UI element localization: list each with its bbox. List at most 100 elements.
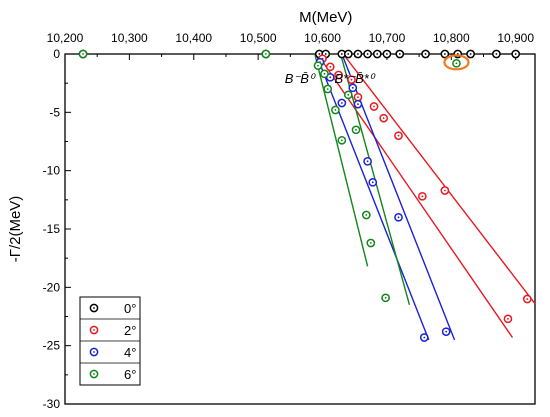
legend-marker-center [93, 307, 95, 309]
data-point-center [384, 296, 387, 299]
data-point [78, 49, 88, 59]
data-point [417, 191, 427, 201]
data-point-center [340, 102, 343, 104]
data-point-center [329, 76, 332, 79]
data-point [503, 314, 513, 324]
data-point [353, 49, 363, 59]
data-point-center [357, 53, 359, 55]
data-point-center [423, 336, 426, 339]
data-point [440, 186, 450, 195]
x-tick-label: 10,600 [304, 31, 341, 45]
data-point [466, 49, 475, 59]
y-axis: 0 -5 -10 -15 -20 -25 -30 -Γ/2(MeV) [7, 47, 71, 411]
legend-label: 0° [124, 301, 136, 316]
data-point-center [386, 53, 388, 55]
data-point-center [507, 317, 509, 320]
x-axis-title: M(MeV) [299, 9, 352, 26]
data-point-center [340, 139, 343, 142]
data-point [261, 49, 271, 59]
fit-line [342, 53, 536, 305]
data-point-center [355, 128, 357, 131]
x-tick-label: 10,300 [111, 31, 148, 45]
data-point [395, 49, 405, 59]
data-point-center [347, 53, 350, 55]
data-point [325, 62, 335, 72]
data-point-center [398, 53, 401, 55]
data-point [363, 156, 372, 166]
data-point [331, 105, 340, 115]
data-point-center [326, 88, 329, 90]
y-tick-label: -10 [43, 164, 61, 178]
data-point-center [357, 103, 359, 106]
data-point [366, 238, 376, 248]
data-point-center [324, 53, 327, 55]
data-point [348, 83, 358, 93]
data-point [351, 125, 361, 135]
data-point [381, 293, 390, 303]
data-point [379, 113, 389, 123]
data-point-center [373, 105, 375, 108]
data-point [492, 49, 501, 59]
data-point-center [455, 62, 458, 65]
legend-marker-center [93, 373, 95, 375]
data-point [511, 49, 521, 59]
x-tick-label: 10,700 [369, 31, 406, 45]
data-point [421, 49, 430, 59]
threshold-label: B*⁻B̄*⁰ [334, 71, 375, 86]
data-point-center [526, 298, 529, 300]
x-tick-label: 10,400 [175, 31, 212, 45]
y-tick-label: -15 [43, 222, 61, 236]
data-point [323, 84, 333, 94]
data-point-center [317, 64, 319, 67]
data-point-center [366, 160, 369, 163]
data-point [361, 210, 371, 220]
y-tick-label: 0 [53, 47, 60, 61]
data-point-center [369, 242, 372, 244]
data-point [394, 131, 403, 141]
y-tick-label: -30 [43, 397, 61, 411]
data-point-center [366, 53, 369, 55]
data-points [78, 49, 532, 342]
x-tick-label: 10,800 [433, 31, 470, 45]
data-point-center [318, 53, 321, 55]
x-tick-label: 10,500 [240, 31, 277, 45]
data-point [382, 49, 392, 59]
data-point-center [334, 109, 337, 111]
data-point [313, 61, 323, 71]
fit-line [316, 53, 514, 338]
y-tick-label: -5 [49, 105, 60, 119]
data-point-center [397, 134, 400, 137]
data-point-center [337, 74, 340, 76]
data-point-center [264, 53, 267, 55]
data-point-center [421, 195, 424, 198]
data-point-center [445, 330, 448, 333]
data-point [337, 135, 347, 145]
legend: 0° 2° 4° 6° [79, 296, 141, 386]
data-point [343, 49, 353, 59]
x-tick-label: 10,200 [47, 31, 84, 45]
data-point [368, 177, 378, 187]
data-point-center [443, 189, 446, 192]
x-tick-label: 10,900 [497, 31, 534, 45]
data-point-center [82, 53, 84, 55]
data-point-center [365, 214, 368, 216]
data-point [320, 69, 329, 79]
data-point [337, 98, 347, 108]
data-point-center [340, 53, 343, 55]
data-point-center [514, 53, 517, 55]
data-point-center [329, 65, 332, 68]
data-point-center [469, 53, 472, 55]
fit-line [315, 53, 430, 341]
data-point-center [376, 53, 379, 55]
data-point [372, 49, 382, 59]
legend-marker-center [93, 329, 95, 331]
threshold-label: B⁻B̄⁰ [285, 71, 316, 86]
data-point [353, 92, 363, 102]
data-point [334, 70, 343, 80]
data-point [363, 49, 372, 59]
legend-label: 6° [124, 367, 136, 382]
data-point [347, 75, 356, 85]
data-point-center [351, 86, 354, 89]
data-point-center [347, 93, 350, 96]
data-point [343, 90, 353, 100]
